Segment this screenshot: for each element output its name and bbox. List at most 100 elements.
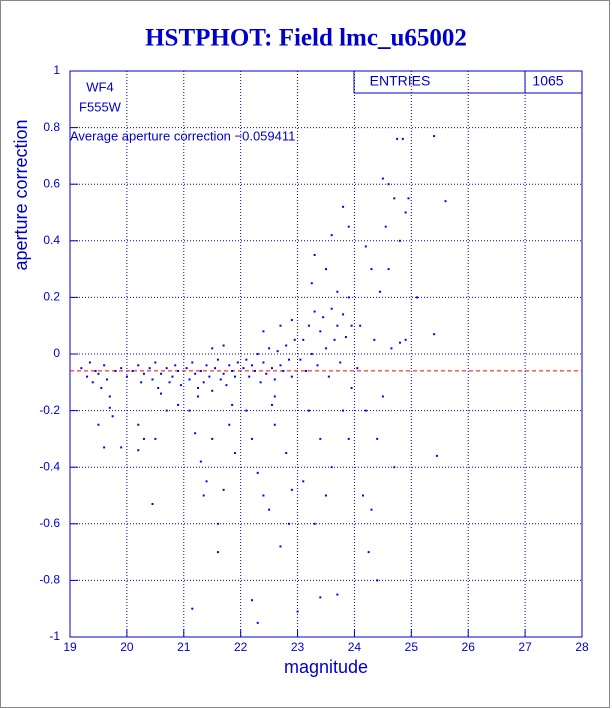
point bbox=[228, 423, 231, 426]
point bbox=[276, 350, 279, 353]
point bbox=[319, 437, 322, 440]
point bbox=[262, 494, 265, 497]
point bbox=[381, 395, 384, 398]
point bbox=[151, 502, 154, 505]
point bbox=[165, 367, 168, 370]
point bbox=[205, 364, 208, 367]
point bbox=[356, 367, 359, 370]
point bbox=[137, 364, 140, 367]
point bbox=[259, 381, 262, 384]
point bbox=[401, 137, 404, 140]
point bbox=[347, 437, 350, 440]
point bbox=[211, 347, 214, 350]
point bbox=[330, 466, 333, 469]
point bbox=[151, 378, 154, 381]
point bbox=[367, 551, 370, 554]
point bbox=[302, 480, 305, 483]
point bbox=[342, 409, 345, 412]
x-tick-label: 25 bbox=[405, 640, 419, 654]
point bbox=[165, 409, 168, 412]
point bbox=[404, 338, 407, 341]
y-tick-label: -0.8 bbox=[39, 573, 60, 587]
plot-frame bbox=[69, 70, 583, 638]
point bbox=[222, 372, 225, 375]
point bbox=[236, 361, 239, 364]
x-tick-label: 20 bbox=[120, 640, 134, 654]
point bbox=[211, 389, 214, 392]
point bbox=[268, 347, 271, 350]
annotation: Average aperture correction −0.059411 bbox=[70, 128, 295, 143]
point bbox=[120, 446, 123, 449]
point bbox=[148, 367, 151, 370]
point bbox=[219, 378, 222, 381]
point bbox=[336, 324, 339, 327]
point bbox=[142, 437, 145, 440]
point bbox=[103, 446, 106, 449]
y-tick-label: -0.4 bbox=[39, 459, 60, 473]
point bbox=[211, 437, 214, 440]
point bbox=[185, 367, 188, 370]
point bbox=[270, 403, 273, 406]
point bbox=[285, 344, 288, 347]
point bbox=[111, 415, 114, 418]
x-tick-label: 21 bbox=[177, 640, 191, 654]
point bbox=[208, 375, 211, 378]
point bbox=[142, 372, 145, 375]
point bbox=[191, 607, 194, 610]
point bbox=[174, 364, 177, 367]
point bbox=[105, 378, 108, 381]
point bbox=[379, 290, 382, 293]
y-tick-label: 0.4 bbox=[43, 233, 60, 247]
point bbox=[177, 369, 180, 372]
point bbox=[313, 253, 316, 256]
point bbox=[262, 361, 265, 364]
point bbox=[390, 347, 393, 350]
point bbox=[398, 341, 401, 344]
point bbox=[350, 324, 353, 327]
point bbox=[359, 324, 362, 327]
point bbox=[330, 234, 333, 237]
point bbox=[279, 364, 282, 367]
point bbox=[199, 369, 202, 372]
point bbox=[339, 361, 342, 364]
point bbox=[97, 372, 100, 375]
point bbox=[433, 333, 436, 336]
point bbox=[293, 338, 296, 341]
point bbox=[364, 409, 367, 412]
point bbox=[191, 361, 194, 364]
point bbox=[290, 488, 293, 491]
point bbox=[194, 432, 197, 435]
point bbox=[288, 522, 291, 525]
point bbox=[114, 369, 117, 372]
point bbox=[194, 372, 197, 375]
y-tick-label: -1 bbox=[49, 629, 60, 643]
point bbox=[222, 488, 225, 491]
point bbox=[407, 197, 410, 200]
point bbox=[140, 381, 143, 384]
y-tick-label: 0.6 bbox=[43, 176, 60, 190]
point bbox=[376, 579, 379, 582]
y-tick-label: 0.2 bbox=[43, 290, 60, 304]
y-tick-label: -0.2 bbox=[39, 403, 60, 417]
point bbox=[97, 423, 100, 426]
point bbox=[225, 384, 228, 387]
point bbox=[361, 494, 364, 497]
point bbox=[325, 494, 327, 497]
point bbox=[80, 367, 83, 370]
point bbox=[197, 386, 199, 389]
y-axis-title: aperture correction bbox=[11, 119, 31, 270]
point bbox=[319, 330, 322, 333]
y-tick-label: 1 bbox=[53, 63, 60, 77]
point bbox=[231, 369, 234, 372]
point bbox=[202, 494, 205, 497]
point bbox=[160, 372, 163, 375]
point bbox=[336, 593, 339, 596]
point bbox=[131, 369, 134, 372]
point bbox=[381, 177, 384, 180]
point bbox=[364, 245, 367, 248]
point bbox=[270, 367, 273, 370]
x-tick-label: 27 bbox=[518, 640, 532, 654]
annotation: F555W bbox=[79, 99, 122, 114]
point bbox=[273, 395, 276, 398]
